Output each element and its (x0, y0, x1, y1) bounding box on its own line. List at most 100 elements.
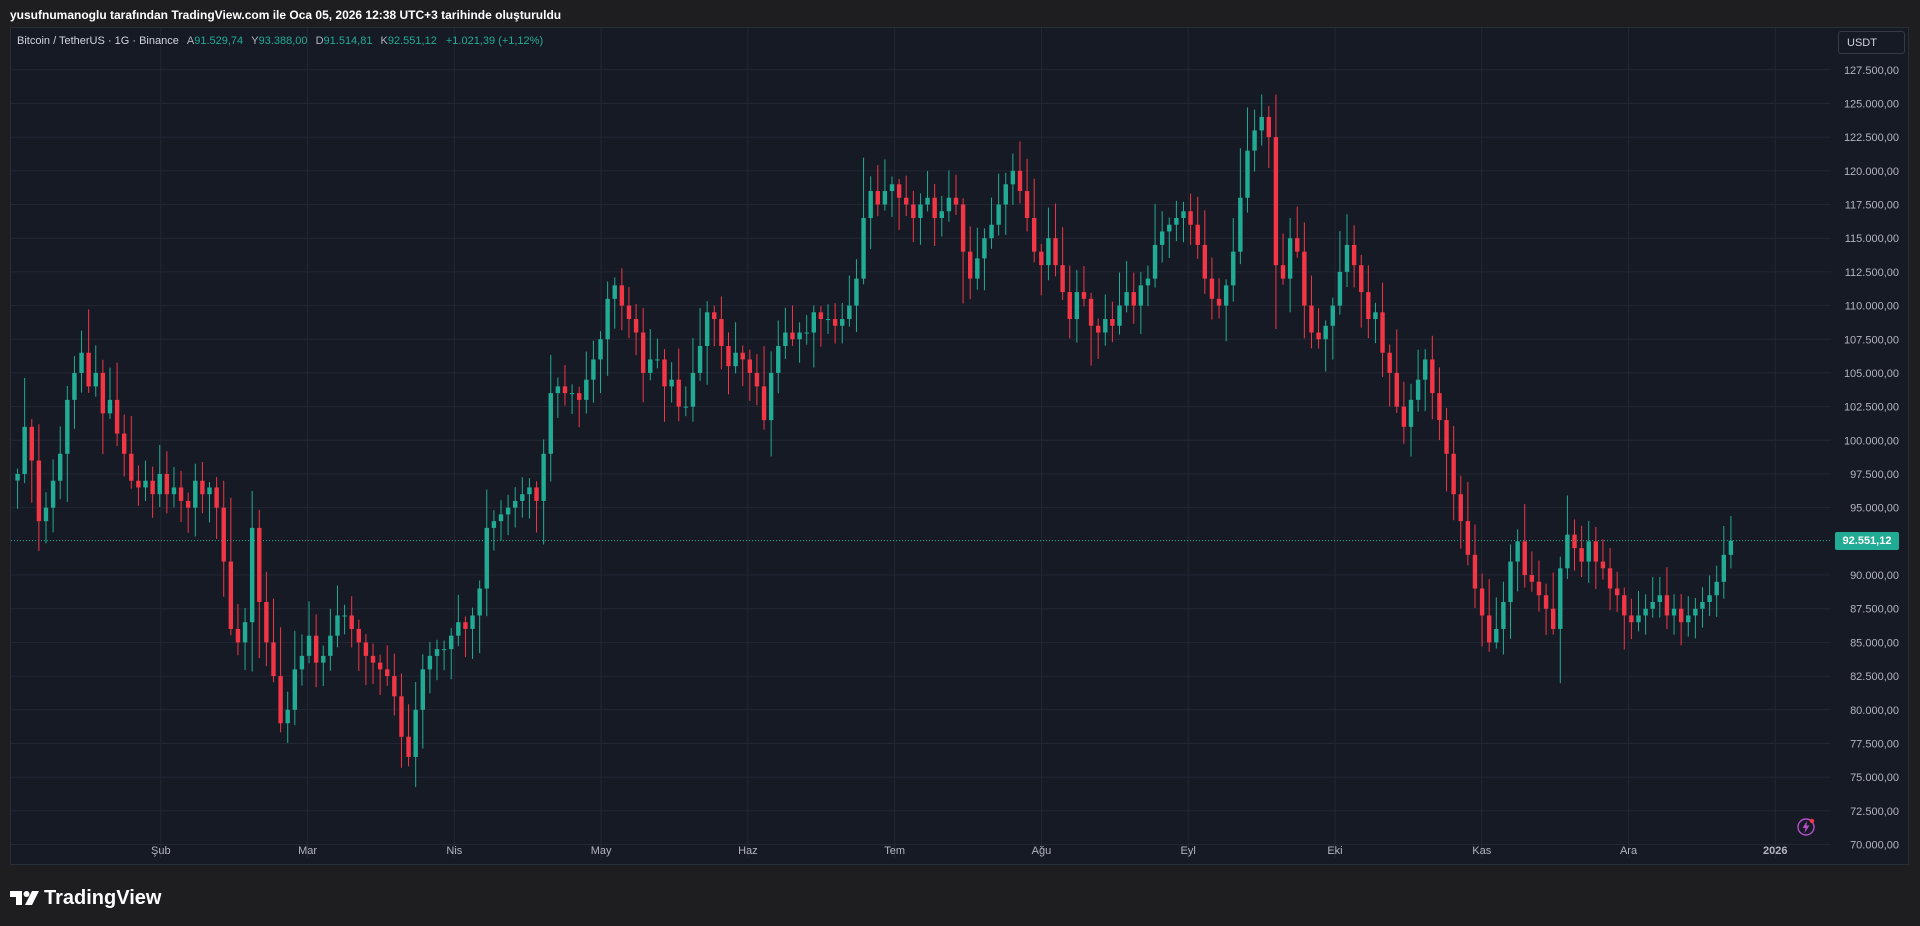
candle-body (1181, 211, 1186, 218)
candle-body (719, 319, 724, 346)
x-tick-label: Nis (446, 845, 462, 857)
candle-body (1636, 615, 1641, 623)
candle-body (406, 736, 411, 757)
x-tick-label: Ağu (1032, 845, 1052, 857)
candle-body (513, 500, 518, 508)
lightning-alert-icon[interactable] (1796, 817, 1816, 837)
candle-body (1238, 197, 1243, 252)
candle-body (1209, 278, 1215, 299)
legend-change: +1.021,39 (+1,12%) (445, 35, 544, 47)
legend-high: 93.388,00 (258, 35, 308, 47)
candle-body (441, 649, 447, 651)
candle-body (982, 238, 987, 259)
candle-body (377, 662, 383, 670)
x-tick-label: Haz (738, 845, 758, 857)
legend-high-label: Y (251, 35, 259, 47)
candle-body (648, 359, 653, 373)
candle-body (385, 669, 390, 677)
candle-body (655, 359, 660, 361)
candle-body (1558, 568, 1563, 629)
candle-body (1344, 244, 1350, 272)
candle-body (1231, 251, 1236, 286)
candle-body (740, 352, 745, 360)
candle-body (278, 676, 283, 724)
y-tick-label: 90.000,00 (1850, 570, 1899, 582)
candle-body (619, 285, 625, 306)
candle-body (257, 527, 262, 602)
candle-body (1479, 588, 1485, 616)
candle-body (313, 635, 319, 663)
candle-body (640, 332, 646, 373)
candle-body (1031, 217, 1037, 252)
candle-body (541, 453, 546, 501)
currency-selector[interactable]: USDT (1838, 31, 1905, 54)
candle-body (1188, 211, 1193, 225)
y-tick-label: 105.000,00 (1844, 368, 1899, 380)
candle-body (129, 453, 134, 481)
candle-body (1728, 540, 1734, 555)
candle-body (363, 642, 369, 656)
legend-open: 91.529,74 (194, 35, 244, 47)
legend-symbol[interactable]: Bitcoin / TetherUS · 1G · Binance (17, 35, 179, 47)
brand-name: TradingView (44, 886, 162, 909)
candle-body (306, 635, 312, 656)
candle-body (911, 204, 916, 218)
candle-body (1074, 292, 1080, 320)
candle-body (598, 339, 603, 360)
candle-body (36, 460, 42, 522)
candle-body (505, 507, 511, 515)
candle-body (761, 386, 767, 421)
candle-body (427, 655, 433, 670)
candle-body (669, 379, 674, 387)
candle-body (434, 649, 440, 656)
y-tick-label: 80.000,00 (1850, 705, 1899, 717)
candle-body (1700, 601, 1705, 609)
candle-body (676, 379, 681, 407)
tradingview-logo[interactable]: TradingView (10, 887, 161, 909)
symbol-legend[interactable]: Bitcoin / TetherUS · 1G · Binance A91.52… (17, 35, 543, 47)
chart-pane[interactable]: 127.500,00 125.000,00 122.500,00 120.000,00… (10, 27, 1909, 865)
candle-body (413, 709, 418, 757)
candle-body (178, 487, 184, 501)
candle-body (157, 473, 162, 495)
candle-body (882, 191, 888, 205)
candle-body (840, 319, 845, 326)
candle-body (1401, 406, 1407, 427)
candle-body (847, 305, 852, 320)
candle-body (726, 345, 731, 367)
candle-body (207, 487, 212, 495)
candle-body (1458, 494, 1463, 522)
y-tick-label: 85.000,00 (1850, 637, 1899, 649)
candle-body (584, 379, 589, 400)
y-tick-label: 100.000,00 (1844, 435, 1899, 447)
candle-body (776, 345, 781, 373)
candle-body (171, 487, 177, 495)
candle-body (29, 426, 34, 461)
candle-body (569, 393, 575, 395)
candle-body (1629, 615, 1634, 623)
candle-body (747, 359, 753, 373)
candle-body (370, 655, 376, 663)
y-tick-label: 112.500,00 (1845, 267, 1899, 279)
candle-body (1565, 534, 1570, 569)
candle-body (1273, 137, 1279, 266)
candlestick-chart[interactable]: 127.500,00 125.000,00 122.500,00 120.000,00… (11, 28, 1908, 864)
candle-body (1543, 595, 1549, 609)
candle-body (1003, 184, 1008, 205)
candle-body (612, 285, 617, 299)
candle-body (783, 332, 788, 346)
candle-body (1423, 359, 1428, 380)
candle-body (832, 319, 838, 326)
candle-body (1145, 278, 1151, 286)
candle-body (896, 184, 902, 198)
x-tick-label: Mar (298, 845, 317, 857)
candle-body (498, 514, 504, 522)
candle-body (975, 258, 980, 279)
candle-body (1152, 244, 1158, 279)
candle-body (136, 480, 141, 488)
candle-body (1024, 191, 1030, 218)
candle-body (825, 319, 831, 321)
candle-body (1714, 581, 1719, 596)
candle-body (1486, 615, 1492, 643)
y-tick-label: 75.000,00 (1850, 772, 1899, 784)
